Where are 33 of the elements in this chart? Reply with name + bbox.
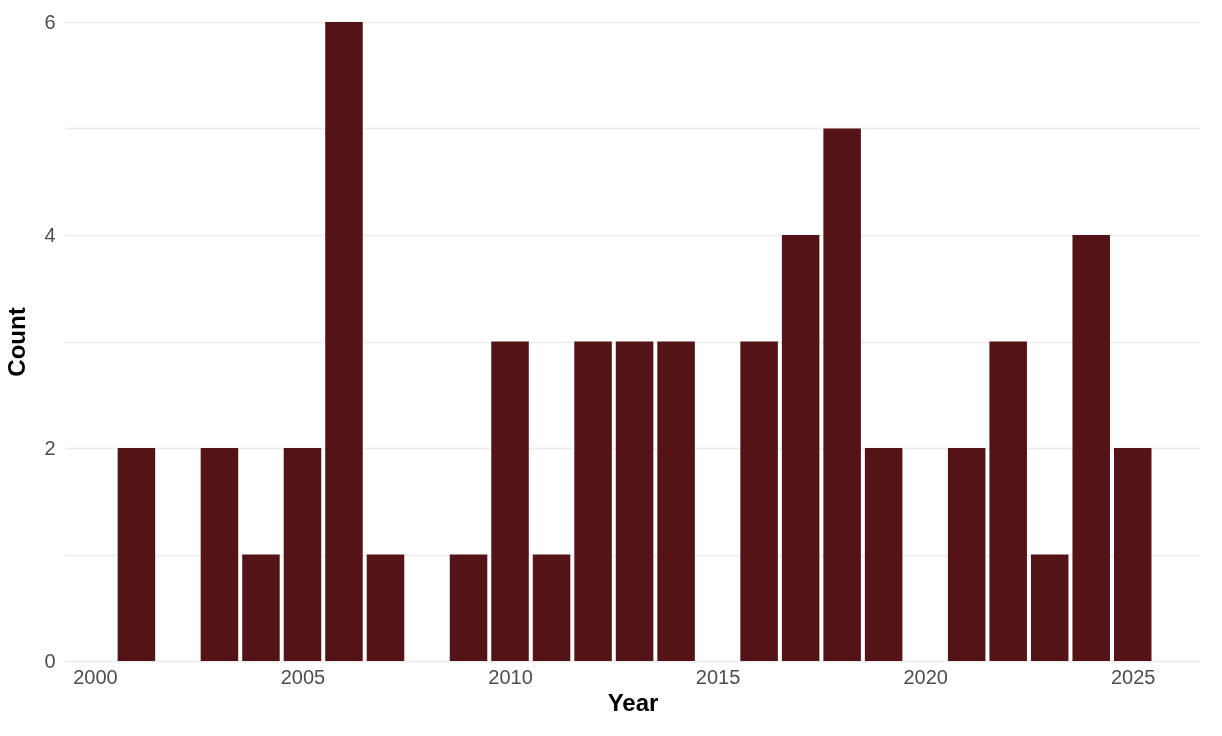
bar [366, 554, 405, 661]
bar [532, 554, 571, 661]
x-tick-label: 2005 [280, 665, 326, 688]
bar [947, 448, 986, 661]
y-tick-label: 4 [44, 223, 56, 246]
bar [989, 341, 1027, 661]
bar [200, 448, 239, 661]
bar [574, 341, 612, 661]
bar [325, 22, 363, 661]
y-tick-label: 6 [44, 10, 56, 33]
x-tick-label: 2025 [1110, 665, 1156, 688]
bar [1113, 448, 1152, 661]
bar [283, 448, 322, 661]
bar [1030, 554, 1069, 661]
x-tick-label: 2020 [903, 665, 948, 688]
bar [615, 341, 654, 661]
bar [740, 341, 778, 661]
x-tick-label: 2015 [695, 665, 741, 688]
bar [491, 341, 529, 661]
bar [781, 235, 820, 661]
bar [657, 341, 695, 661]
bar [117, 448, 156, 661]
x-tick-label: 2000 [73, 665, 118, 688]
x-tick-label: 2010 [488, 665, 533, 688]
bar [242, 554, 280, 661]
bar [823, 128, 861, 661]
bar [449, 554, 488, 661]
bar [1072, 235, 1110, 661]
x-axis-title: Year [607, 688, 659, 716]
bar [864, 448, 903, 661]
y-tick-label: 0 [44, 649, 56, 672]
y-tick-label: 2 [44, 436, 56, 459]
y-axis-title: Count [3, 307, 31, 377]
